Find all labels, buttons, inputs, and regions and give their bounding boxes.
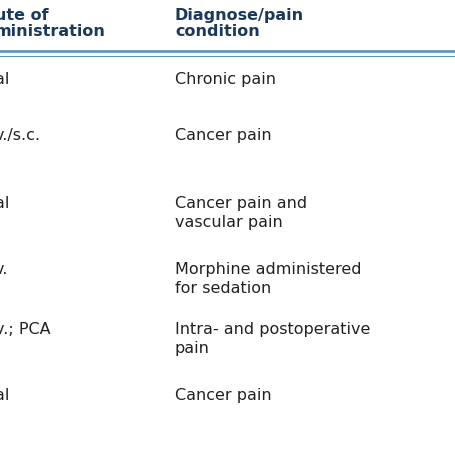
- Text: ministration: ministration: [0, 25, 106, 40]
- Text: Morphine administered
for sedation: Morphine administered for sedation: [175, 262, 361, 296]
- Text: v.; PCA: v.; PCA: [0, 321, 51, 336]
- Text: Diagnose/pain: Diagnose/pain: [175, 8, 303, 23]
- Text: v./s.c.: v./s.c.: [0, 128, 41, 143]
- Text: ute of: ute of: [0, 8, 49, 23]
- Text: al: al: [0, 72, 10, 87]
- Text: Cancer pain: Cancer pain: [175, 387, 271, 402]
- Text: Intra- and postoperative
pain: Intra- and postoperative pain: [175, 321, 369, 355]
- Text: al: al: [0, 196, 10, 211]
- Text: al: al: [0, 387, 10, 402]
- Text: Cancer pain: Cancer pain: [175, 128, 271, 143]
- Text: Cancer pain and
vascular pain: Cancer pain and vascular pain: [175, 196, 307, 230]
- Text: condition: condition: [175, 25, 259, 40]
- Text: v.: v.: [0, 262, 8, 276]
- Text: Chronic pain: Chronic pain: [175, 72, 275, 87]
